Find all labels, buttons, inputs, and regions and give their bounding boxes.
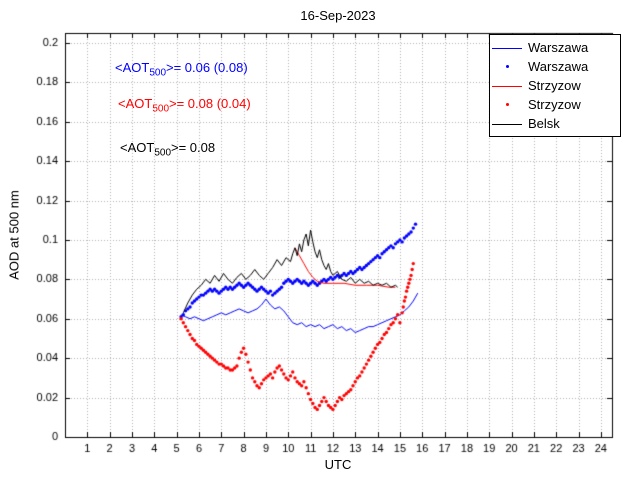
belsk-mean-aot-annotation: <AOT500>= 0.08: [120, 140, 215, 159]
legend-row-belsk-line: Belsk: [490, 114, 620, 133]
legend-label: Strzyzow: [528, 97, 581, 112]
legend-line-sample: [490, 42, 524, 54]
legend-label: Strzyzow: [528, 78, 581, 93]
legend-row-warszawa-dot: Warszawa: [490, 57, 620, 76]
annotation-subscript: 500: [152, 103, 170, 115]
strzyzow-mean-aot-annotation: <AOT500>= 0.08 (0.04): [118, 96, 251, 115]
annotation-prefix: <AOT: [115, 60, 150, 75]
legend-label: Belsk: [528, 116, 560, 131]
annotation-subscript: 500: [154, 147, 172, 159]
legend-row-warszawa-line: Warszawa: [490, 38, 620, 57]
annotation-prefix: <AOT: [118, 96, 153, 111]
annotation-suffix: >= 0.06 (0.08): [166, 60, 248, 75]
legend-row-strzyzow-line: Strzyzow: [490, 76, 620, 95]
legend-line-sample: [490, 118, 524, 130]
legend-dot-sample: [490, 61, 524, 73]
annotation-suffix: >= 0.08: [171, 140, 216, 155]
legend-label: Warszawa: [528, 40, 589, 55]
legend: Warszawa Warszawa Strzyzow Strzyzow Bels…: [489, 34, 621, 137]
annotation-suffix: >= 0.08 (0.04): [169, 96, 251, 111]
legend-row-strzyzow-dot: Strzyzow: [490, 95, 620, 114]
legend-dot-sample: [490, 99, 524, 111]
annotation-subscript: 500: [149, 67, 167, 79]
x-axis-label: UTC: [324, 457, 352, 472]
warszawa-mean-aot-annotation: <AOT500>= 0.06 (0.08): [115, 60, 248, 79]
annotation-prefix: <AOT: [120, 140, 155, 155]
chart-title: 16-Sep-2023: [300, 8, 376, 23]
y-axis-label: AOD at 500 nm: [6, 190, 22, 280]
legend-label: Warszawa: [528, 59, 589, 74]
legend-line-sample: [490, 80, 524, 92]
